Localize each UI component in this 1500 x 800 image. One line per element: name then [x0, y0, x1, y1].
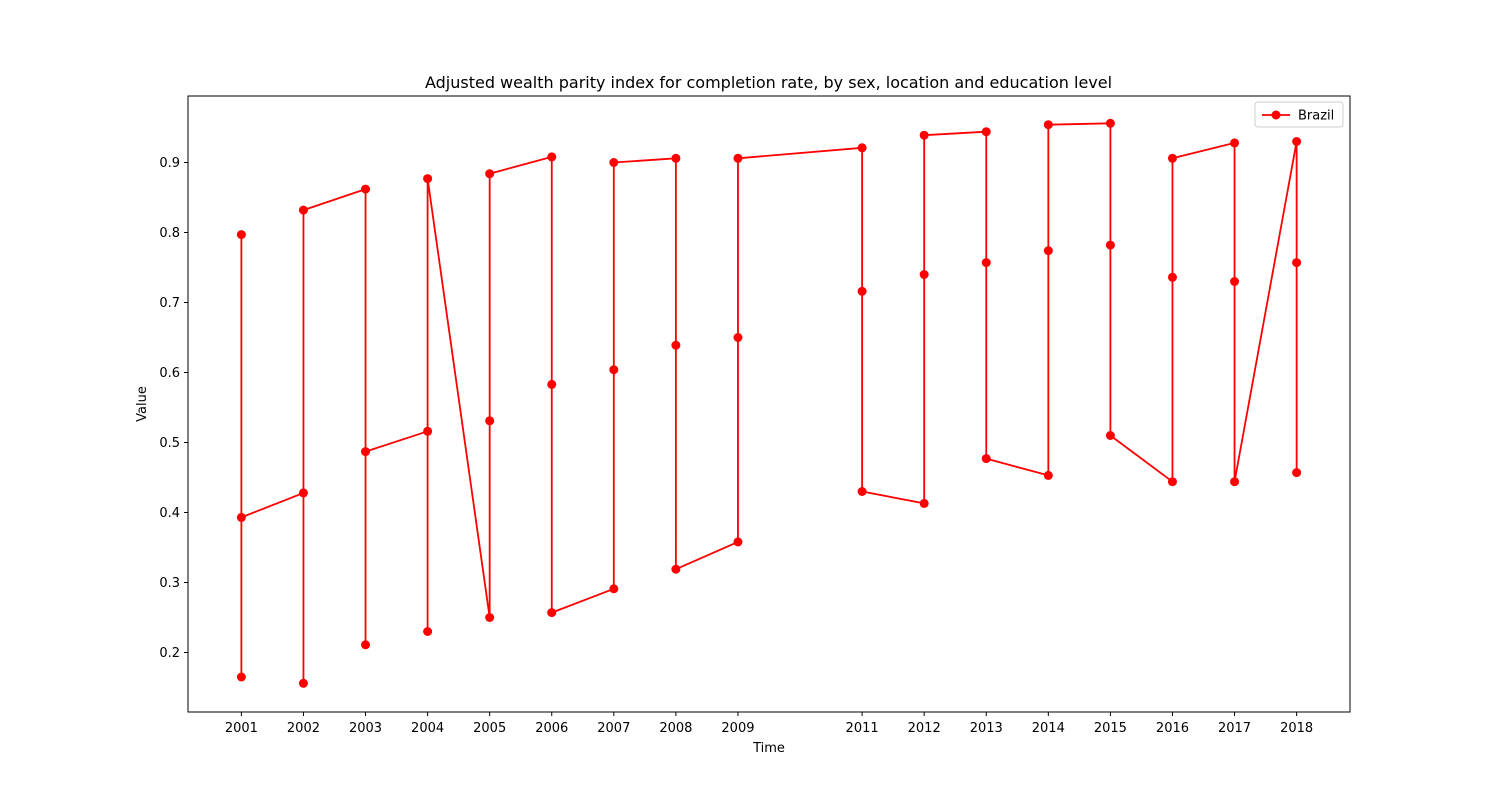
plot-area: 0.20.30.40.50.60.70.80.9 2001 2002 2003 200…: [159, 95, 1351, 736]
data-point: [547, 152, 557, 162]
data-point: [1167, 272, 1177, 282]
data-point: [857, 143, 867, 153]
data-point: [671, 340, 681, 350]
data-point: [609, 365, 619, 375]
data-point: [485, 613, 495, 622]
data-point: [1167, 153, 1177, 163]
x-tick-label: 2005: [473, 721, 506, 736]
x-tick-label: 2016: [1156, 721, 1189, 736]
data-point: [1105, 118, 1115, 128]
data-point: [1230, 277, 1240, 286]
data-point: [609, 584, 619, 594]
y-tick-label: 0.9: [159, 156, 180, 171]
y-tick-label: 0.8: [159, 226, 180, 241]
x-tick-label: 2007: [597, 721, 630, 736]
data-point: [981, 127, 991, 137]
data-point: [733, 153, 743, 163]
data-point: [1105, 431, 1115, 440]
data-point: [485, 416, 495, 426]
legend: Brazil: [1254, 101, 1344, 128]
data-point: [236, 230, 246, 240]
data-point: [857, 487, 867, 496]
x-tick-label: 2014: [1032, 721, 1065, 736]
data-point: [361, 184, 371, 194]
x-tick-label: 2011: [846, 721, 879, 736]
data-point: [423, 174, 433, 184]
y-tick-label: 0.7: [159, 296, 180, 311]
x-tick-label: 2001: [225, 721, 258, 736]
x-tick-label: 2003: [349, 721, 382, 736]
x-tick-label: 2017: [1218, 721, 1251, 736]
series-layer: [236, 118, 1302, 688]
data-point: [1292, 137, 1302, 146]
data-point: [981, 454, 991, 464]
y-tick-label: 0.3: [159, 576, 180, 591]
data-point: [1292, 258, 1302, 268]
plot-frame: [187, 95, 1351, 713]
data-point: [1167, 477, 1177, 487]
legend-label: Brazil: [1298, 109, 1334, 124]
x-tick-label: 2009: [721, 721, 754, 736]
data-point: [1230, 138, 1240, 148]
data-point: [1105, 240, 1115, 250]
x-axis-label: Time: [752, 741, 785, 756]
data-point: [1043, 120, 1053, 130]
y-tick-label: 0.6: [159, 366, 180, 381]
data-point: [671, 153, 681, 163]
y-tick-label: 0.2: [159, 646, 180, 661]
data-point: [236, 512, 246, 522]
data-point: [1230, 477, 1240, 487]
x-tick-label: 2018: [1280, 721, 1313, 736]
data-point: [423, 627, 433, 636]
y-tick-label: 0.4: [159, 506, 180, 521]
x-tick-label: 2015: [1094, 721, 1127, 736]
data-point: [1292, 468, 1302, 478]
x-tick-label: 2004: [411, 721, 444, 736]
data-point: [547, 608, 557, 618]
data-point: [919, 498, 929, 508]
data-point: [423, 426, 433, 436]
data-point: [298, 678, 308, 688]
data-point: [733, 333, 743, 342]
data-point: [919, 130, 929, 140]
data-point: [361, 640, 371, 650]
data-point: [361, 447, 371, 457]
x-axis: 2001 2002 2003 2004 2005 2006 2007 2008 2009 2011…: [225, 712, 1313, 736]
x-tick-label: 2006: [535, 721, 568, 736]
data-point: [671, 564, 681, 574]
y-tick-label: 0.5: [159, 436, 180, 451]
data-point: [236, 672, 246, 682]
data-point: [857, 286, 867, 296]
legend-box: [1254, 101, 1344, 128]
data-point: [919, 270, 929, 279]
chart-title: Adjusted wealth parity index for complet…: [425, 73, 1112, 92]
data-point: [485, 169, 495, 179]
legend-marker-swatch: [1271, 110, 1281, 120]
data-point: [981, 258, 991, 268]
y-axis: 0.2 0.3 0.4 0.5 0.6 0.7 0.8 0.9: [159, 156, 188, 661]
data-point: [298, 488, 308, 498]
x-tick-label: 2013: [970, 721, 1003, 736]
data-point: [298, 205, 308, 215]
data-point: [1043, 470, 1053, 480]
data-point: [609, 158, 619, 167]
x-tick-label: 2012: [908, 721, 941, 736]
series-line: [240, 122, 1298, 685]
y-axis-label: Value: [135, 386, 150, 422]
data-point: [1043, 246, 1053, 256]
x-tick-label: 2008: [659, 721, 692, 736]
data-point: [733, 537, 743, 547]
data-point: [547, 379, 557, 389]
x-tick-label: 2002: [287, 721, 320, 736]
